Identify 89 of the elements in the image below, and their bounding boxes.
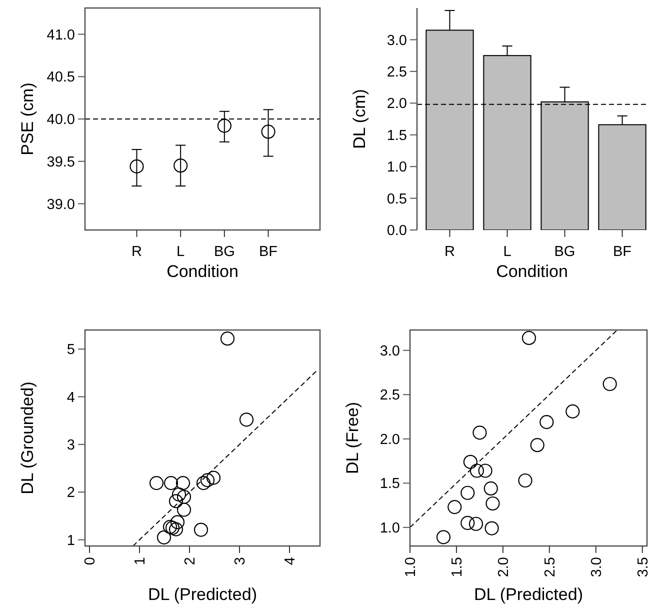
y-tick-label: 0.0 (386, 223, 407, 240)
point (484, 521, 499, 536)
x-tick-label: 1.5 (450, 557, 466, 578)
point (460, 486, 475, 500)
x-axis-title: Condition (496, 262, 568, 281)
x-axis-title: Condition (166, 262, 238, 281)
x-tick-label: 3 (232, 557, 249, 566)
y-tick-label: 0.5 (386, 191, 407, 208)
point (486, 496, 500, 511)
point (168, 522, 184, 536)
point (261, 124, 276, 139)
x-axis-title: DL (Predicted) (474, 585, 583, 604)
y-tick-label: 1.0 (386, 160, 407, 176)
point (176, 476, 190, 490)
x-tick-label: 2.5 (542, 557, 558, 578)
point (472, 426, 487, 440)
y-tick-label: 41.0 (46, 27, 75, 44)
x-tick-label: 2.0 (496, 557, 512, 578)
y-tick-label: 1.5 (380, 476, 400, 492)
point (602, 376, 617, 392)
x-tick-label: 1 (132, 557, 149, 566)
x-tick-label: 3.5 (635, 557, 650, 578)
y-tick-label: 1.5 (386, 128, 407, 144)
y-axis-title: DL (Free) (343, 402, 362, 474)
point (217, 118, 232, 133)
point (176, 490, 192, 504)
point (460, 516, 475, 530)
x-tick-label: L (176, 244, 185, 260)
point (220, 332, 235, 346)
point (436, 530, 451, 544)
y-tick-label: 2.5 (380, 388, 400, 404)
y-tick-label: 39.0 (46, 196, 75, 213)
y-tick-label: 1.0 (380, 520, 400, 536)
y-tick-label: 2.0 (380, 432, 400, 448)
point (448, 500, 462, 514)
point (540, 415, 554, 430)
y-tick-label: 2.5 (386, 64, 407, 81)
y-axis-title: DL (cm) (350, 89, 369, 149)
x-tick-label: 0 (82, 557, 99, 566)
point (463, 454, 478, 469)
y-tick-label: 39.5 (46, 154, 75, 170)
x-tick-label: 2 (182, 557, 199, 566)
point (196, 476, 211, 490)
x-tick-label: BF (613, 244, 632, 260)
y-tick-label: 2.0 (386, 96, 407, 112)
point (518, 473, 532, 488)
x-tick-label: L (503, 244, 512, 260)
point (239, 412, 254, 427)
point (156, 530, 172, 544)
point (149, 476, 164, 490)
point (566, 404, 580, 418)
point (206, 470, 221, 485)
y-axis-title: PSE (cm) (18, 82, 37, 156)
x-tick-label: 4 (282, 557, 299, 566)
point (168, 494, 184, 508)
x-tick-label: BF (259, 244, 278, 260)
point (522, 330, 536, 346)
x-tick-label: R (444, 244, 455, 260)
y-tick-label: 40.5 (46, 70, 75, 86)
point (484, 481, 498, 496)
point (162, 520, 178, 534)
y-tick-label: 3.0 (386, 32, 407, 49)
point (200, 473, 215, 488)
y-tick-label: 40.0 (46, 112, 75, 128)
y-axis-title: DL (Grounded) (18, 382, 37, 494)
x-tick-label: 1.0 (403, 557, 420, 578)
y-tick-label: 4 (66, 390, 75, 406)
point (165, 520, 180, 535)
y-tick-label: 3.0 (380, 343, 400, 360)
y-tick-label: 2 (66, 485, 75, 502)
point (530, 438, 544, 452)
point (176, 502, 192, 517)
y-tick-label: 5 (66, 342, 75, 358)
point (194, 522, 208, 537)
x-tick-label: BG (214, 244, 235, 260)
point (468, 516, 484, 531)
point (470, 464, 484, 478)
point (170, 515, 185, 530)
x-axis-title: DL (Predicted) (148, 585, 257, 604)
y-tick-label: 1 (66, 532, 75, 549)
x-tick-label: 3.0 (588, 557, 605, 578)
x-tick-label: R (131, 244, 142, 260)
point (478, 464, 492, 478)
x-tick-label: BG (554, 244, 576, 260)
y-tick-label: 3 (66, 438, 75, 454)
point (174, 158, 188, 173)
point (172, 487, 186, 502)
point (130, 159, 144, 174)
point (164, 476, 178, 490)
